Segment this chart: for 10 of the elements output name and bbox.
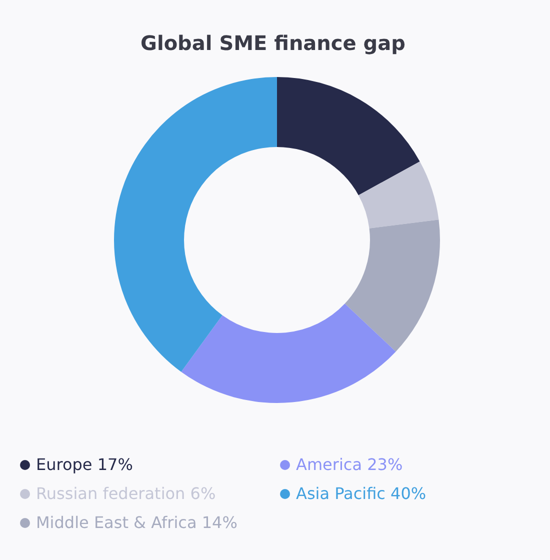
legend-label: America 23%: [296, 455, 403, 474]
donut-slice: [358, 161, 439, 228]
donut-slice: [344, 220, 440, 352]
legend-label: Middle East & Africa 14%: [36, 513, 238, 532]
donut-slice: [114, 77, 277, 372]
donut-slice: [277, 77, 420, 196]
legend-label: Asia Pacific 40%: [296, 484, 426, 503]
legend-label: Europe 17%: [36, 455, 133, 474]
donut-slice: [181, 304, 396, 403]
chart-title: Global SME finance gap: [140, 31, 406, 55]
